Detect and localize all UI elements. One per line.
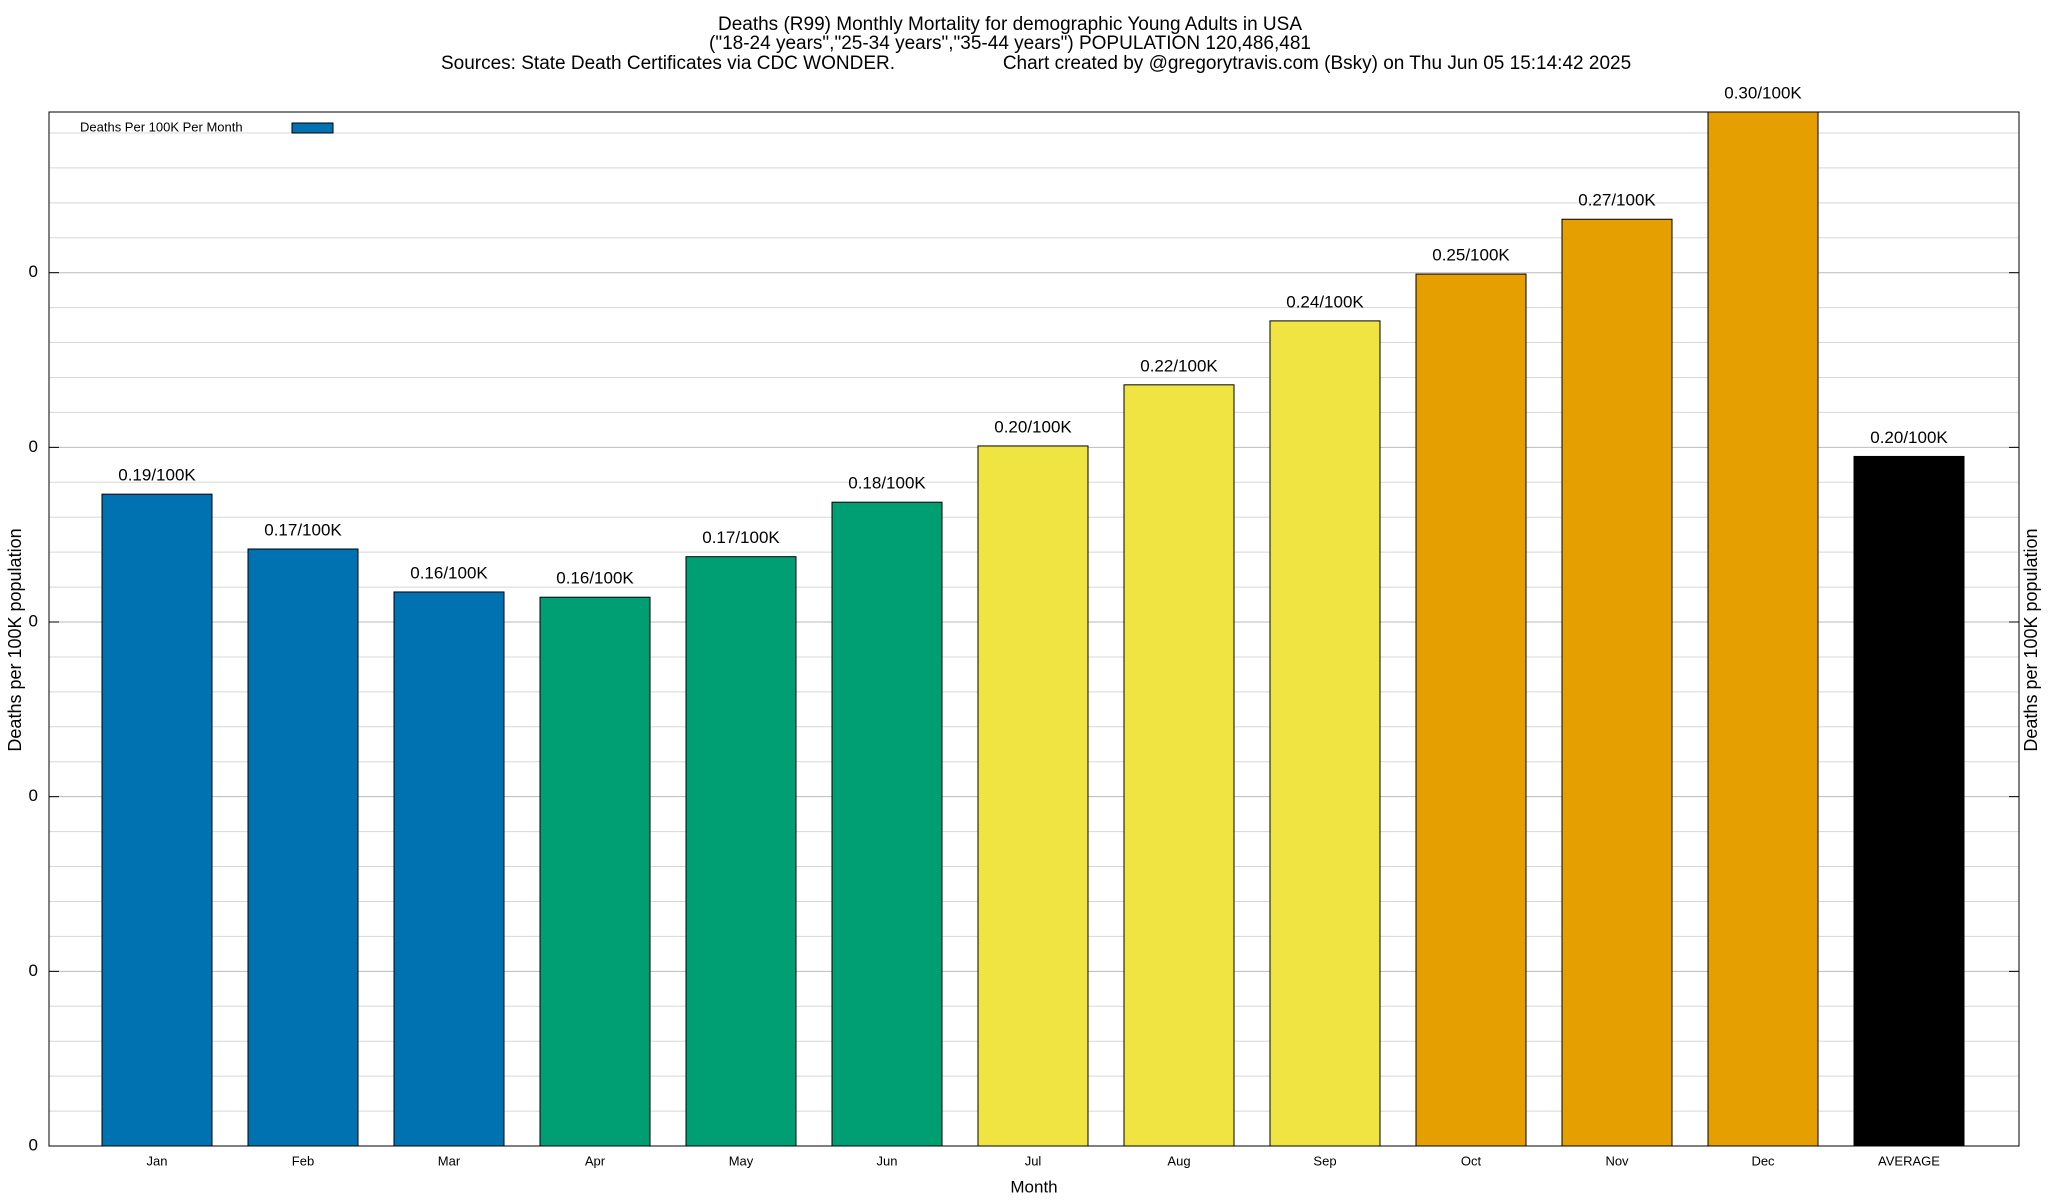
x-tick-label: Nov (1605, 1153, 1629, 1168)
bar (539, 596, 651, 1147)
y-tick-label: 0 (29, 786, 38, 805)
data-label: 0.17/100K (264, 520, 342, 539)
x-tick-label: Jan (147, 1153, 168, 1168)
x-tick-label: Dec (1751, 1153, 1775, 1168)
y2-axis-label: Deaths per 100K population (2021, 528, 2041, 751)
y-axis-label: Deaths per 100K population (5, 528, 25, 751)
bar (101, 493, 213, 1147)
chart-source: Sources: State Death Certificates via CD… (441, 53, 895, 74)
data-label: 0.27/100K (1578, 191, 1656, 210)
data-label: 0.20/100K (1870, 428, 1948, 447)
bar (1561, 218, 1673, 1147)
data-label: 0.16/100K (410, 563, 488, 582)
x-tick-label: Aug (1167, 1153, 1190, 1168)
bar (1707, 111, 1819, 1147)
legend-label: Deaths Per 100K Per Month (80, 119, 243, 134)
data-label: 0.22/100K (1140, 356, 1218, 375)
bar (393, 591, 505, 1147)
bar (1853, 455, 1965, 1147)
data-label: 0.19/100K (118, 466, 196, 485)
x-tick-label: Jun (877, 1153, 898, 1168)
bar (977, 445, 1089, 1147)
y-tick-label: 0 (29, 961, 38, 980)
chart-subtitle: ("18-24 years","25-34 years","35-44 year… (709, 33, 1311, 54)
bar (831, 501, 943, 1147)
chart-title: Deaths (R99) Monthly Mortality for demog… (718, 14, 1302, 35)
x-tick-label: Feb (292, 1153, 314, 1168)
x-tick-label: Apr (585, 1153, 606, 1168)
x-tick-label: Mar (438, 1153, 461, 1168)
x-tick-label: AVERAGE (1878, 1153, 1940, 1168)
y-tick-label: 0 (29, 437, 38, 456)
bar (1415, 273, 1527, 1147)
y-tick-label: 0 (29, 1135, 38, 1154)
data-label: 0.25/100K (1432, 246, 1510, 265)
x-tick-label: Jul (1025, 1153, 1042, 1168)
bar (1269, 320, 1381, 1147)
data-label: 0.16/100K (556, 569, 634, 588)
data-label: 0.24/100K (1286, 292, 1364, 311)
data-label: 0.17/100K (702, 528, 780, 547)
x-tick-label: Oct (1461, 1153, 1482, 1168)
bar (685, 556, 797, 1147)
bar (1123, 384, 1235, 1147)
y-tick-label: 0 (29, 611, 38, 630)
legend-swatch (291, 122, 334, 134)
bar (247, 548, 359, 1147)
x-axis-label: Month (1010, 1177, 1057, 1196)
data-label: 0.18/100K (848, 474, 926, 493)
y-tick-label: 0 (29, 262, 38, 281)
data-label: 0.30/100K (1724, 83, 1802, 102)
x-tick-label: Sep (1313, 1153, 1336, 1168)
x-tick-label: May (729, 1153, 754, 1168)
data-label: 0.20/100K (994, 417, 1072, 436)
chart-credit: Chart created by @gregorytravis.com (Bsk… (1003, 53, 1631, 74)
